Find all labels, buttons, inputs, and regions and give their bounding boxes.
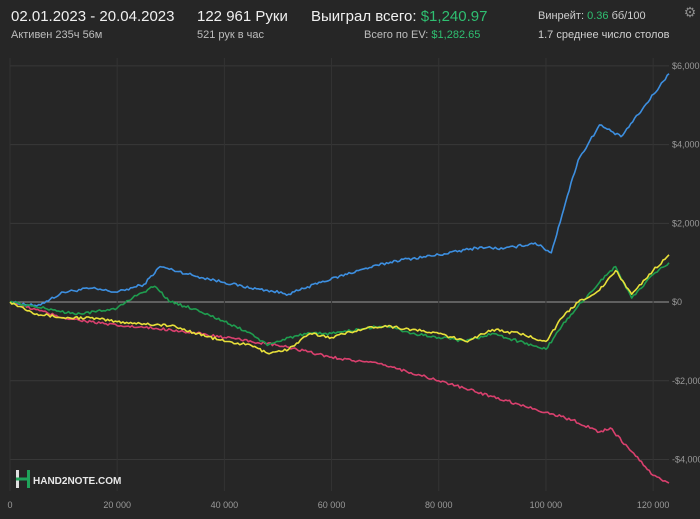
- winrate: Винрейт: 0.36 бб/100: [538, 10, 646, 22]
- chart-grid: [9, 58, 669, 491]
- x-tick-label: 0: [7, 500, 12, 510]
- series-line-0: [9, 73, 670, 307]
- x-tick-label: 40 000: [211, 500, 239, 510]
- winrate-value: 0.36: [587, 10, 609, 22]
- x-axis-labels: 0 20 000 40 000 60 000 80 000 100 000 120 000: [7, 500, 669, 510]
- y-tick-label: $4,000: [672, 140, 700, 150]
- hand2note-logo: HAND2NOTE.COM: [16, 470, 121, 488]
- hands-per-hour: 521 рук в час: [197, 29, 265, 41]
- y-tick-label: $6,000: [672, 61, 700, 71]
- series-line-2: [9, 262, 670, 351]
- x-tick-label: 80 000: [425, 500, 453, 510]
- y-tick-label: $2,000: [672, 218, 700, 228]
- series-line-3: [9, 301, 670, 484]
- total-ev: Всего по EV: $1,282.65: [364, 29, 480, 41]
- logo-text: HAND2NOTE.COM: [33, 476, 121, 487]
- y-axis-labels: $6,000 $4,000 $2,000 $0 -$2,000 -$4,000: [672, 61, 700, 465]
- total-won-value: $1,240.97: [420, 8, 488, 25]
- total-ev-value: $1,282.65: [431, 29, 481, 41]
- winrate-label: Винрейт:: [538, 10, 585, 22]
- y-tick-label: -$4,000: [672, 455, 700, 465]
- x-tick-label: 20 000: [103, 500, 131, 510]
- total-ev-label: Всего по EV:: [364, 29, 429, 41]
- winrate-unit: бб/100: [611, 10, 646, 22]
- hands-count: 122 961 Руки: [197, 8, 288, 25]
- y-tick-label: $0: [672, 297, 682, 307]
- x-tick-label: 60 000: [318, 500, 346, 510]
- series-line-1: [9, 254, 670, 355]
- date-range: 02.01.2023 - 20.04.2023: [11, 8, 175, 25]
- active-time: Активен 235ч 56м: [11, 29, 103, 41]
- gear-icon[interactable]: ⚙: [683, 4, 697, 20]
- total-won: Выиграл всего: $1,240.97: [311, 8, 487, 25]
- y-tick-label: -$2,000: [672, 376, 700, 386]
- avg-tables: 1.7 среднее число столов: [538, 29, 670, 41]
- x-tick-label: 120 000: [637, 500, 670, 510]
- chart-series: [9, 73, 670, 484]
- total-won-label: Выиграл всего:: [311, 8, 417, 25]
- stats-header: 02.01.2023 - 20.04.2023 Активен 235ч 56м…: [0, 0, 700, 50]
- x-tick-label: 100 000: [530, 500, 563, 510]
